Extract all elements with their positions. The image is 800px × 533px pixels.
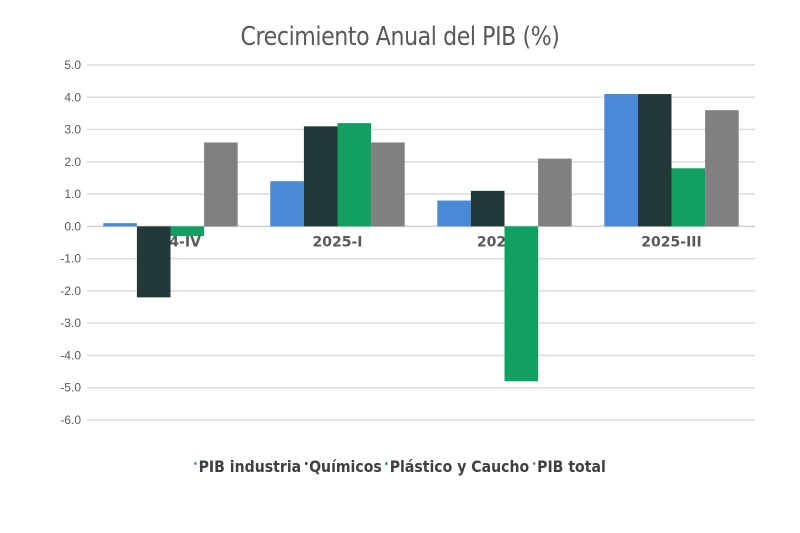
legend-item: PIB total (532, 457, 606, 476)
bar (204, 142, 238, 227)
y-tick-label: 2.0 (64, 155, 81, 169)
y-tick-label: 5.0 (64, 58, 81, 72)
y-tick-label: -4.0 (60, 348, 81, 362)
bar (371, 142, 405, 227)
legend-item: Plástico y Caucho (385, 457, 529, 476)
y-tick-label: 0.0 (64, 219, 81, 233)
legend-item: PIB industria (194, 457, 301, 476)
bar (437, 200, 471, 227)
y-tick-label: 3.0 (64, 123, 81, 137)
bar (303, 126, 338, 227)
legend-item: Químicos (304, 457, 382, 476)
bar (470, 190, 505, 227)
legend-marker (304, 462, 308, 465)
bar (337, 123, 372, 227)
bar (604, 94, 638, 227)
bar (170, 226, 205, 237)
bar (270, 181, 304, 227)
chart-title: Crecimiento Anual del PIB (%) (240, 22, 560, 52)
x-tick-label: 2025-III (641, 234, 701, 250)
legend-label: Químicos (309, 457, 382, 476)
legend-marker (385, 462, 388, 465)
bar (136, 226, 171, 298)
bar (637, 94, 672, 227)
legend-marker (194, 462, 197, 465)
legend-label: PIB total (537, 457, 606, 476)
legend: PIB industria Químicos Plástico y Caucho PI… (48, 457, 752, 476)
y-axis-labels: 5.0 4.0 3.0 2.0 1.0 0.0 -1.0 -2.0 -3.0 -4.0 -5.0 -6… (60, 58, 81, 427)
y-tick-label: -6.0 (60, 413, 81, 427)
y-tick-label: -3.0 (60, 316, 81, 330)
y-tick-label: -5.0 (60, 381, 81, 395)
bar (705, 110, 739, 227)
gridlines (87, 64, 755, 421)
bar (103, 223, 137, 227)
y-tick-label: 4.0 (64, 90, 81, 104)
y-tick-label: -1.0 (60, 252, 81, 266)
bars (103, 94, 739, 382)
legend-label: PIB industria (198, 457, 302, 476)
y-tick-label: -2.0 (60, 284, 81, 298)
bar (538, 158, 572, 227)
x-tick-label: 2025-I (313, 234, 363, 250)
legend-label: Plástico y Caucho (389, 457, 530, 476)
y-tick-label: 1.0 (64, 187, 81, 201)
legend-marker (532, 462, 536, 465)
bar (504, 226, 539, 382)
bar (671, 168, 706, 227)
